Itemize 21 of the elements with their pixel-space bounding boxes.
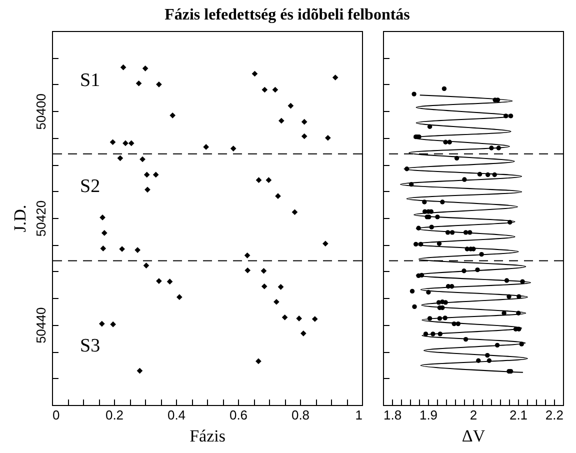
y-tick-label: 50400 [34,94,48,130]
x-tick-label: 0.2 [105,408,124,422]
x-tick-label: 1.9 [419,408,438,422]
x-axis-title: Fázis [190,426,226,446]
x-tick-label: 2 [470,408,478,422]
chart-title: Fázis lefedettség és idõbeli felbontás [164,6,410,24]
x-tick-label: 1 [355,408,362,422]
x-tick-label: 0 [52,408,60,422]
x-tick-label: 0.8 [291,408,310,422]
x-tick-label: 0.4 [167,408,186,422]
x-tick-label: 2.1 [509,408,528,422]
x-tick-label: 0.6 [229,408,248,422]
x-axis-title: ΔV [462,426,486,446]
annotation: S3 [80,336,100,357]
y-axis-title: J.D. [10,204,30,232]
annotation: S2 [80,176,100,197]
y-tick-label: 50420 [34,200,48,237]
x-tick-label: 1.8 [384,408,402,422]
x-tick-label: 2.2 [545,408,564,422]
annotation: S1 [80,70,100,91]
y-tick-label: 50440 [34,307,48,344]
